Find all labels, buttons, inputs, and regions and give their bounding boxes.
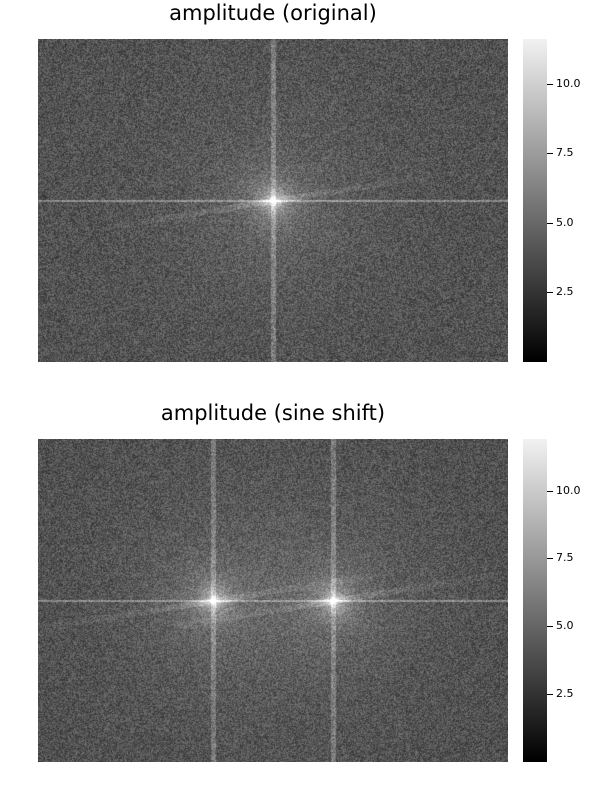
chart-title: amplitude (original) <box>169 1 377 25</box>
colorbar-tick-label: 5.0 <box>547 215 574 229</box>
colorbar-tick-label: 5.0 <box>547 619 574 633</box>
chart-title: amplitude (sine shift) <box>160 401 386 425</box>
colorbar-tick-label: 2.5 <box>547 687 574 701</box>
colorbar-tick-label: 7.5 <box>547 551 574 565</box>
colorbar-tick-label: 7.5 <box>547 146 574 160</box>
chart-panel-original: amplitude (original) 2.5 5.0 7.5 10.0 <box>38 1 581 362</box>
chart-panel-sine-shift: amplitude (sine shift) 2.5 5.0 7.5 10.0 <box>0 400 600 800</box>
colorbar-tick-label: 2.5 <box>547 285 574 299</box>
amplitude-heatmap <box>38 439 508 762</box>
colorbar-tick-label: 10.0 <box>547 76 581 90</box>
colorbar <box>523 439 547 762</box>
colorbar <box>523 39 547 362</box>
colorbar-tick-label: 10.0 <box>547 483 581 497</box>
amplitude-heatmap <box>38 39 508 362</box>
